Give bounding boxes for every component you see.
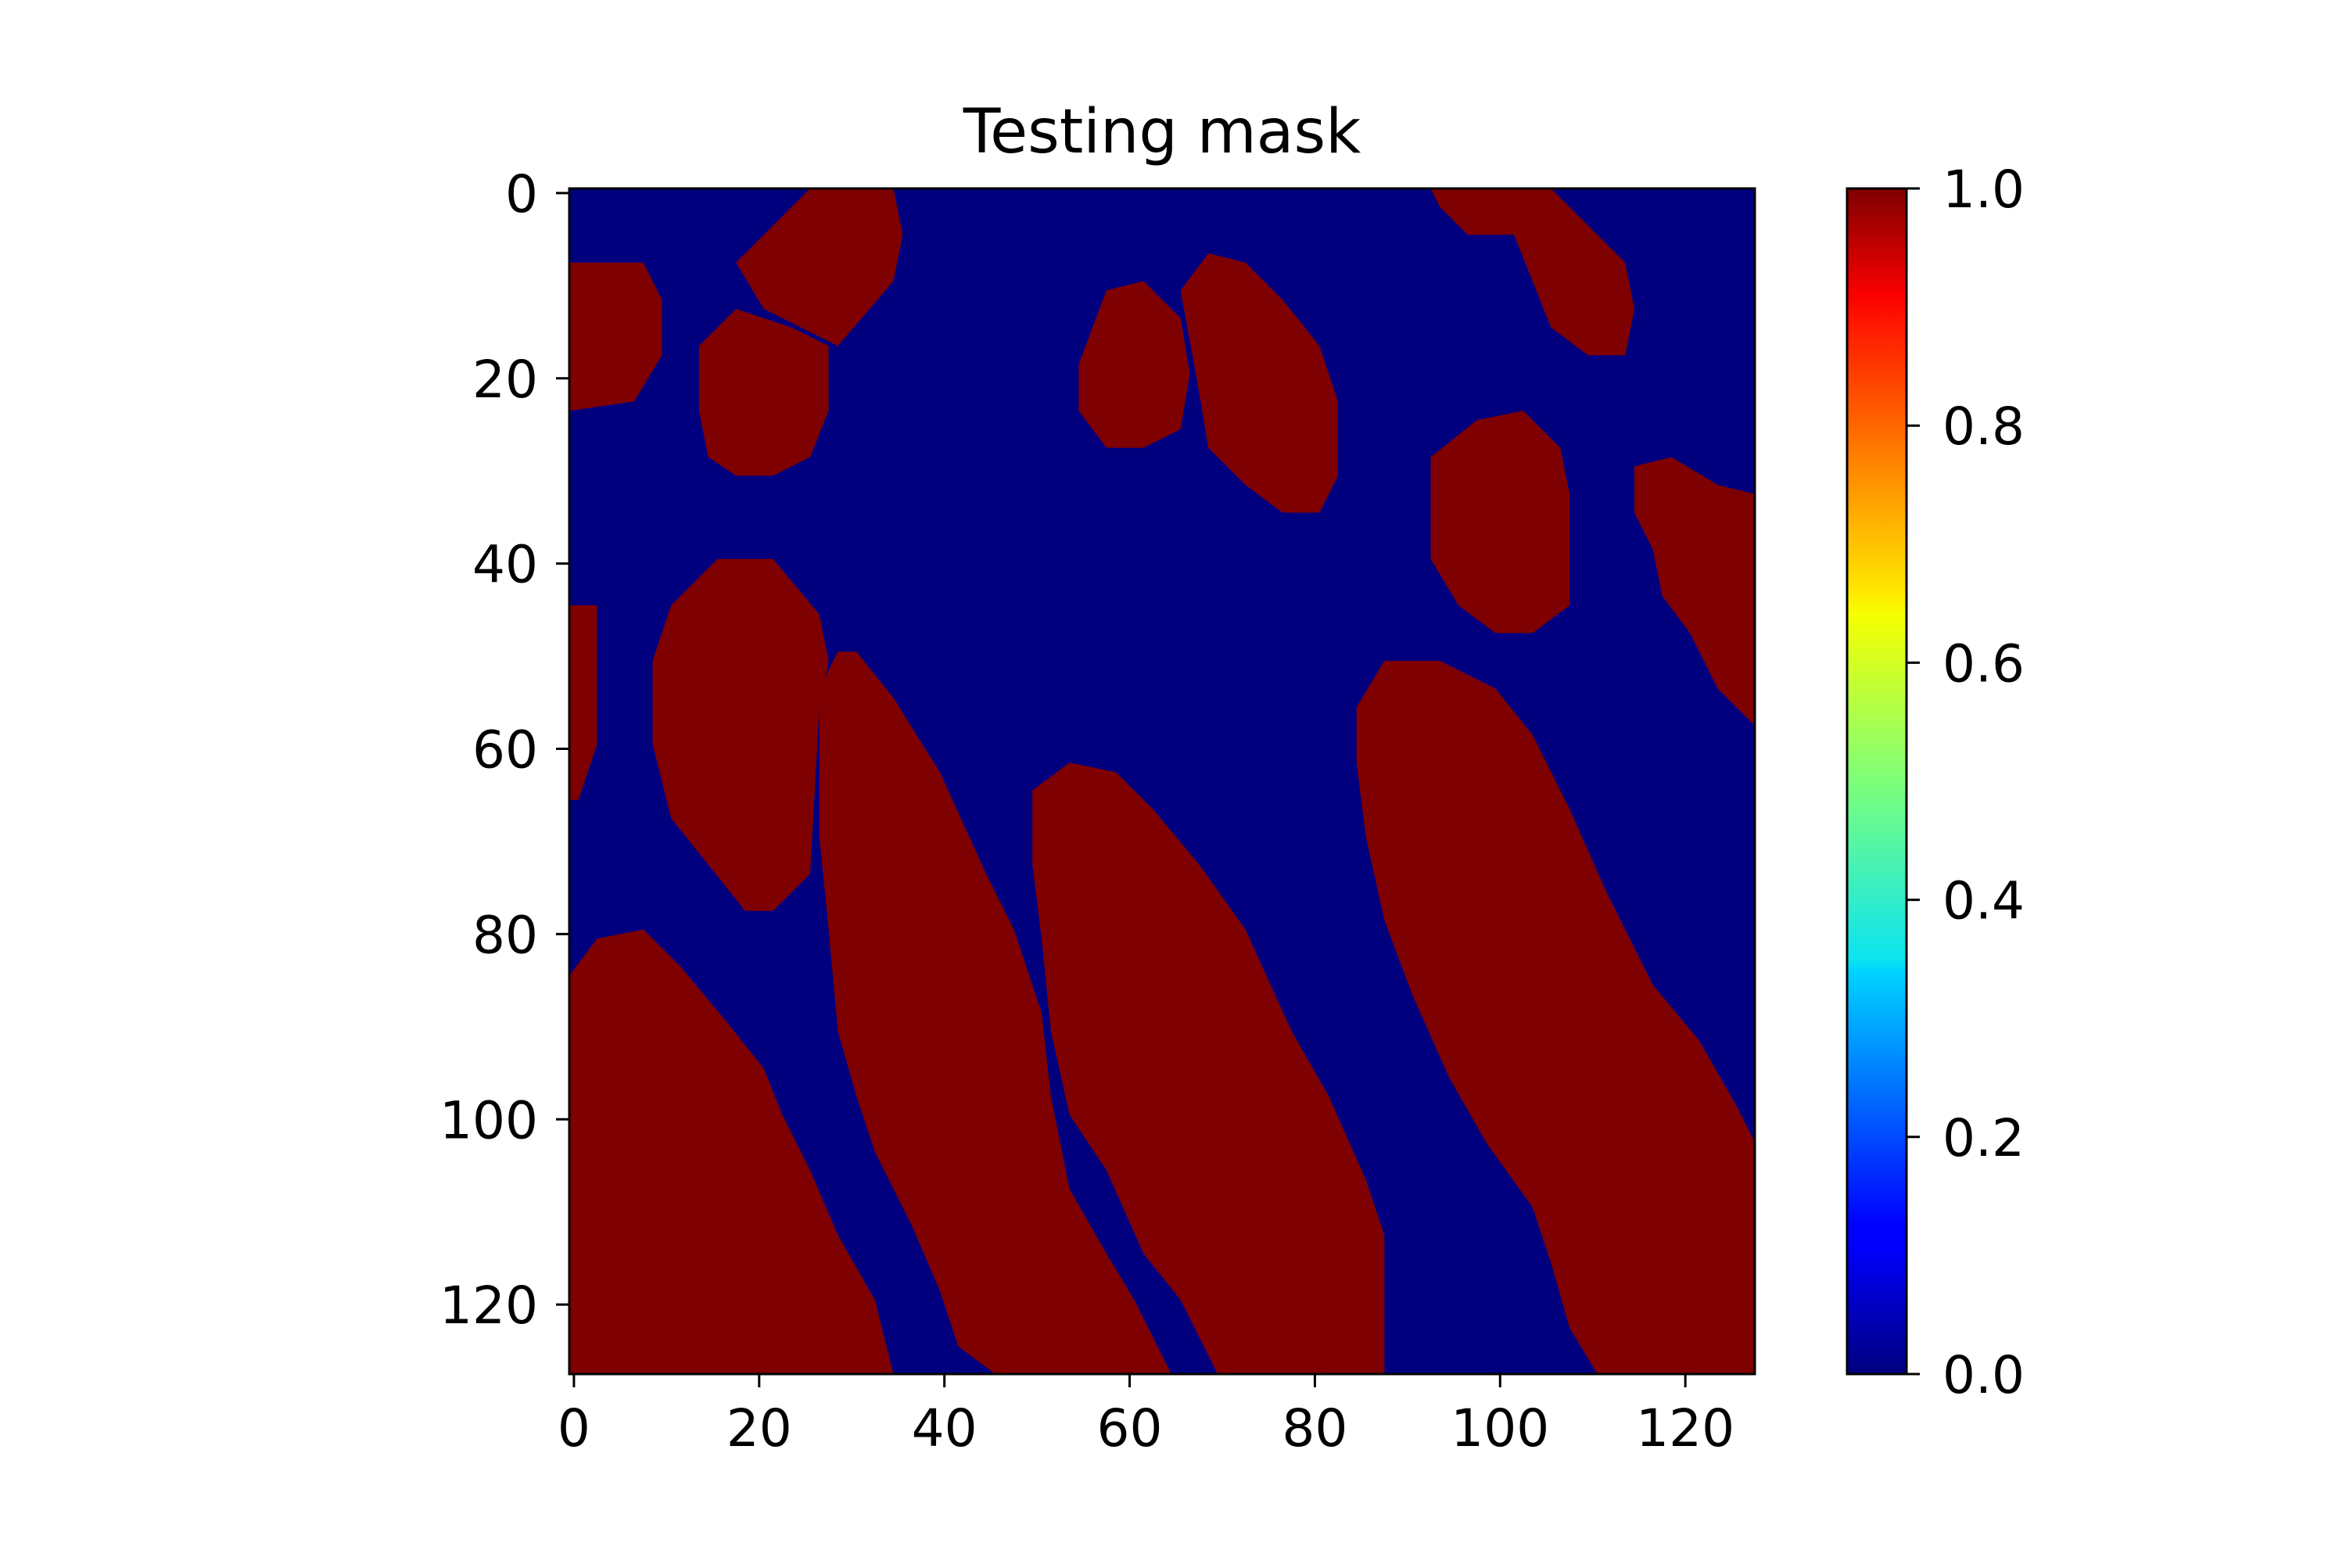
mask-region-1 bbox=[569, 262, 662, 411]
colorbar-frame bbox=[1846, 187, 1908, 1376]
colorbar-ticks: 0.0 0.2 0.4 0.6 0.8 1.0 bbox=[1907, 160, 2025, 1405]
mask-region-8 bbox=[1634, 457, 1755, 726]
y-tick-label: 0 bbox=[505, 164, 538, 224]
colorbar-tick-label: 0.0 bbox=[1942, 1345, 2025, 1405]
colorbar-gradient bbox=[1847, 188, 1907, 1374]
x-tick-label: 100 bbox=[1451, 1398, 1549, 1459]
y-axis: 0 20 40 60 80 100 120 bbox=[439, 164, 569, 1336]
colorbar-tick-label: 0.6 bbox=[1942, 633, 2025, 694]
colorbar: 0.0 0.2 0.4 0.6 0.8 1.0 bbox=[1846, 160, 2025, 1405]
mask-region-6 bbox=[1430, 188, 1634, 356]
x-tick-label: 0 bbox=[558, 1398, 590, 1459]
mask-region-7 bbox=[1430, 411, 1570, 633]
x-tick-label: 60 bbox=[1097, 1398, 1163, 1459]
colorbar-tick-label: 1.0 bbox=[1942, 160, 2025, 220]
mask-region-5 bbox=[1180, 253, 1338, 513]
x-tick-label: 80 bbox=[1282, 1398, 1347, 1459]
mask-region-11 bbox=[819, 651, 1171, 1374]
chart-title: Testing mask bbox=[963, 97, 1361, 167]
y-tick-label: 40 bbox=[472, 535, 538, 595]
mask-region-4 bbox=[1078, 281, 1190, 448]
mask-regions bbox=[569, 188, 1755, 1374]
x-axis: 0 20 40 60 80 100 120 bbox=[558, 1374, 1734, 1459]
mask-region-10 bbox=[652, 558, 829, 911]
mask-region-3 bbox=[698, 309, 829, 476]
heatmap-plot-area bbox=[568, 187, 1756, 1376]
x-tick-label: 20 bbox=[726, 1398, 792, 1459]
mask-region-2 bbox=[736, 188, 903, 346]
y-tick-label: 80 bbox=[472, 905, 538, 965]
mask-region-12 bbox=[1032, 762, 1385, 1374]
x-tick-label: 120 bbox=[1636, 1398, 1734, 1459]
y-tick-label: 120 bbox=[439, 1276, 538, 1336]
mask-region-13 bbox=[1356, 661, 1755, 1374]
mask-region-9 bbox=[569, 605, 597, 800]
y-tick-label: 100 bbox=[439, 1090, 538, 1150]
y-tick-label: 60 bbox=[472, 720, 538, 780]
y-tick-label: 20 bbox=[472, 350, 538, 410]
x-tick-label: 40 bbox=[912, 1398, 978, 1459]
plot-frame bbox=[568, 187, 1756, 1376]
colorbar-tick-label: 0.4 bbox=[1942, 871, 2025, 931]
colorbar-tick-label: 0.8 bbox=[1942, 396, 2025, 457]
mask-region-14 bbox=[569, 929, 894, 1374]
colorbar-tick-label: 0.2 bbox=[1942, 1108, 2025, 1168]
